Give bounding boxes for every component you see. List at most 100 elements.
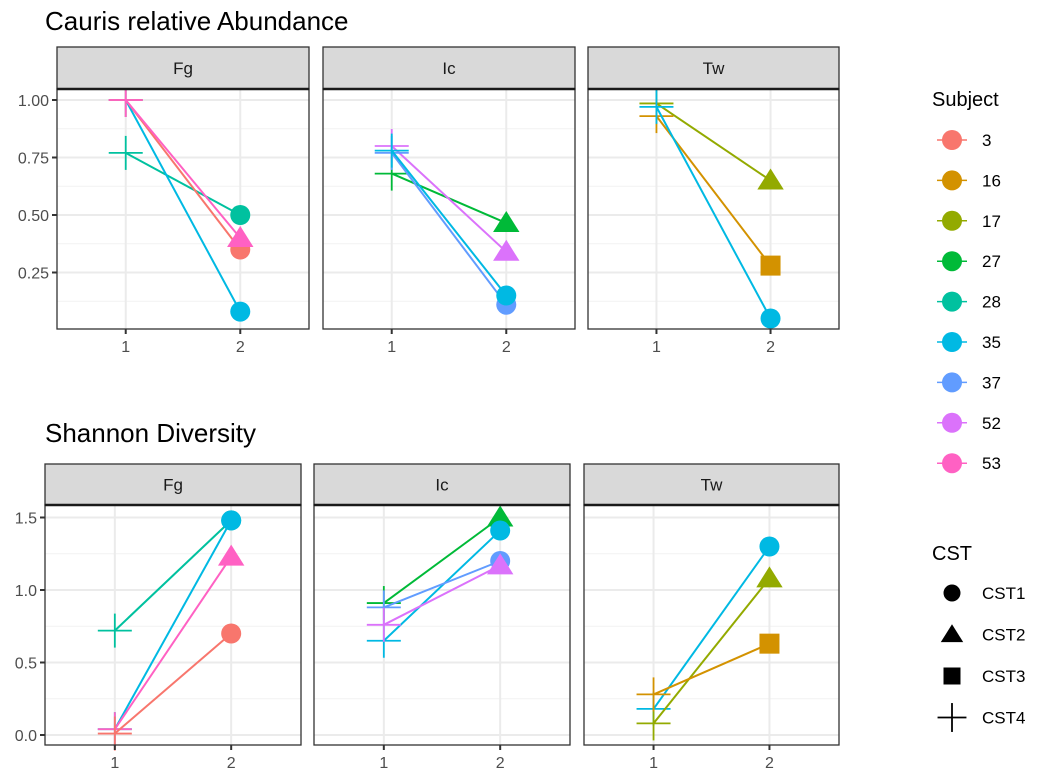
panel-ic: Ic 1 2 [322,46,576,356]
shannon-row: Fg 1 2 0.0 0.5 1.0 1.5 Ic 1 2 Tw 1 2 [15,463,840,772]
legend-key-circle [942,332,962,352]
panel-background [588,89,839,329]
subject-legend: 3 16 17 27 28 35 37 52 53 [937,130,1001,474]
data-point-subject-52-x1 [366,607,401,642]
legend-item-cst2: CST2 [940,624,1025,645]
x-tick-label: 1 [110,755,119,772]
series-line-subject-28 [114,519,232,632]
series-line-subject-35 [383,529,501,642]
cst-legend: CST1 CST2 CST3 CST4 [937,584,1025,732]
x-tick-label: 2 [496,755,505,772]
series-line-subject-3 [114,632,232,735]
data-point-subject-28-x2 [230,205,251,225]
data-point-subject-35-x2 [496,285,517,306]
panel-background [584,505,839,745]
data-point-subject-53-x2 [217,544,245,566]
legend-key-circle [942,412,962,433]
data-point-subject-27-x2 [493,211,520,233]
legend-item-cst1: CST1 [943,584,1025,603]
data-point-subject-16-x1 [636,677,671,712]
data-point-subject-28-x1 [97,613,132,648]
legend-label: 52 [982,414,1001,433]
legend-item-subject-16: 16 [937,170,1001,191]
data-point-subject-52-x2 [486,553,514,575]
data-point-subject-16-x2 [759,633,780,654]
panel-tw: Tw 1 2 [587,46,840,356]
series-line-subject-17 [652,577,771,725]
legend-label: 27 [982,252,1001,271]
series-line-subject-17 [655,102,772,182]
legend-item-subject-37: 37 [937,372,1001,393]
legend-key-circle [942,251,962,272]
legend-label: 3 [982,131,991,150]
cst-legend-title: CST [932,543,972,565]
top-chart-title: Cauris relative Abundance [45,6,349,36]
y-tick-label: 0.25 [18,266,49,283]
legend-label: CST4 [982,709,1025,728]
series-line-subject-35 [655,106,772,319]
panel-background [314,505,570,745]
facet-label: Fg [173,59,193,78]
legend-label: 37 [982,373,1001,392]
legend-key-circle [942,291,962,312]
panel-fg: Fg 1 2 0.0 0.5 1.0 1.5 [15,463,302,772]
data-point-subject-35-x2 [490,520,511,541]
y-tick-label: 1.5 [15,511,37,528]
series-line-subject-52 [383,564,501,626]
x-tick-label: 2 [502,339,511,356]
facet-label: Ic [435,476,449,495]
y-tick-label: 0.0 [15,728,37,745]
panel-fg: Fg 1 2 0.25 0.50 0.75 1.00 [18,46,310,356]
legend-item-subject-27: 27 [937,251,1001,272]
x-tick-label: 1 [379,755,388,772]
legend-item-subject-17: 17 [937,210,1001,231]
series-line-subject-35 [390,149,508,297]
y-tick-label: 1.0 [15,583,37,600]
legend-label: 53 [982,454,1001,473]
legend-key-triangle-icon [940,624,964,643]
legend-key-plus-icon [937,703,967,732]
y-tick-label: 0.5 [15,656,37,673]
x-tick-label: 2 [765,755,774,772]
facet-label: Tw [701,476,723,495]
series-line-subject-28 [125,152,241,216]
legend-key-circle [942,210,962,231]
legend-key-circle-icon [943,584,961,602]
data-point-subject-17-x1 [636,706,671,741]
data-point-subject-52-x2 [493,239,520,261]
series-line-subject-35 [652,545,771,710]
panel-ic: Ic 1 2 [313,463,571,772]
series-line-subject-37 [383,560,501,609]
legend-item-subject-53: 53 [937,453,1001,474]
legend-item-cst3: CST3 [943,667,1025,686]
data-point-subject-17-x2 [757,168,784,190]
facet-strip [313,463,571,506]
abundance-row: Fg 1 2 0.25 0.50 0.75 1.00 Ic 1 2 Tw 1 2 [18,46,840,356]
legend-label: 16 [982,171,1001,190]
legend-key-square-icon [943,667,961,685]
legend-item-subject-28: 28 [937,291,1001,312]
legend-key-circle [942,453,962,474]
x-tick-label: 1 [121,339,130,356]
series-line-subject-52 [391,145,507,253]
facet-strip [322,46,576,90]
legend-key-circle [942,130,962,150]
x-tick-label: 1 [387,339,396,356]
data-point-subject-28-x1 [108,135,143,170]
series-line-subject-53 [113,556,233,730]
series-line-subject-3 [124,99,242,251]
facet-label: Ic [442,59,456,78]
y-tick-label: 0.50 [18,208,49,225]
data-point-subject-53-x2 [227,226,254,247]
facet-label: Tw [703,59,725,78]
data-point-subject-35-x2 [230,301,251,322]
legend-label: CST1 [982,584,1025,603]
x-tick-label: 1 [649,755,658,772]
bottom-chart-title: Shannon Diversity [45,418,256,448]
legend-label: 28 [982,293,1001,312]
series-line-subject-16 [653,642,770,696]
data-point-subject-35-x1 [374,133,409,168]
data-point-subject-16-x2 [760,255,781,276]
x-tick-label: 2 [766,339,775,356]
